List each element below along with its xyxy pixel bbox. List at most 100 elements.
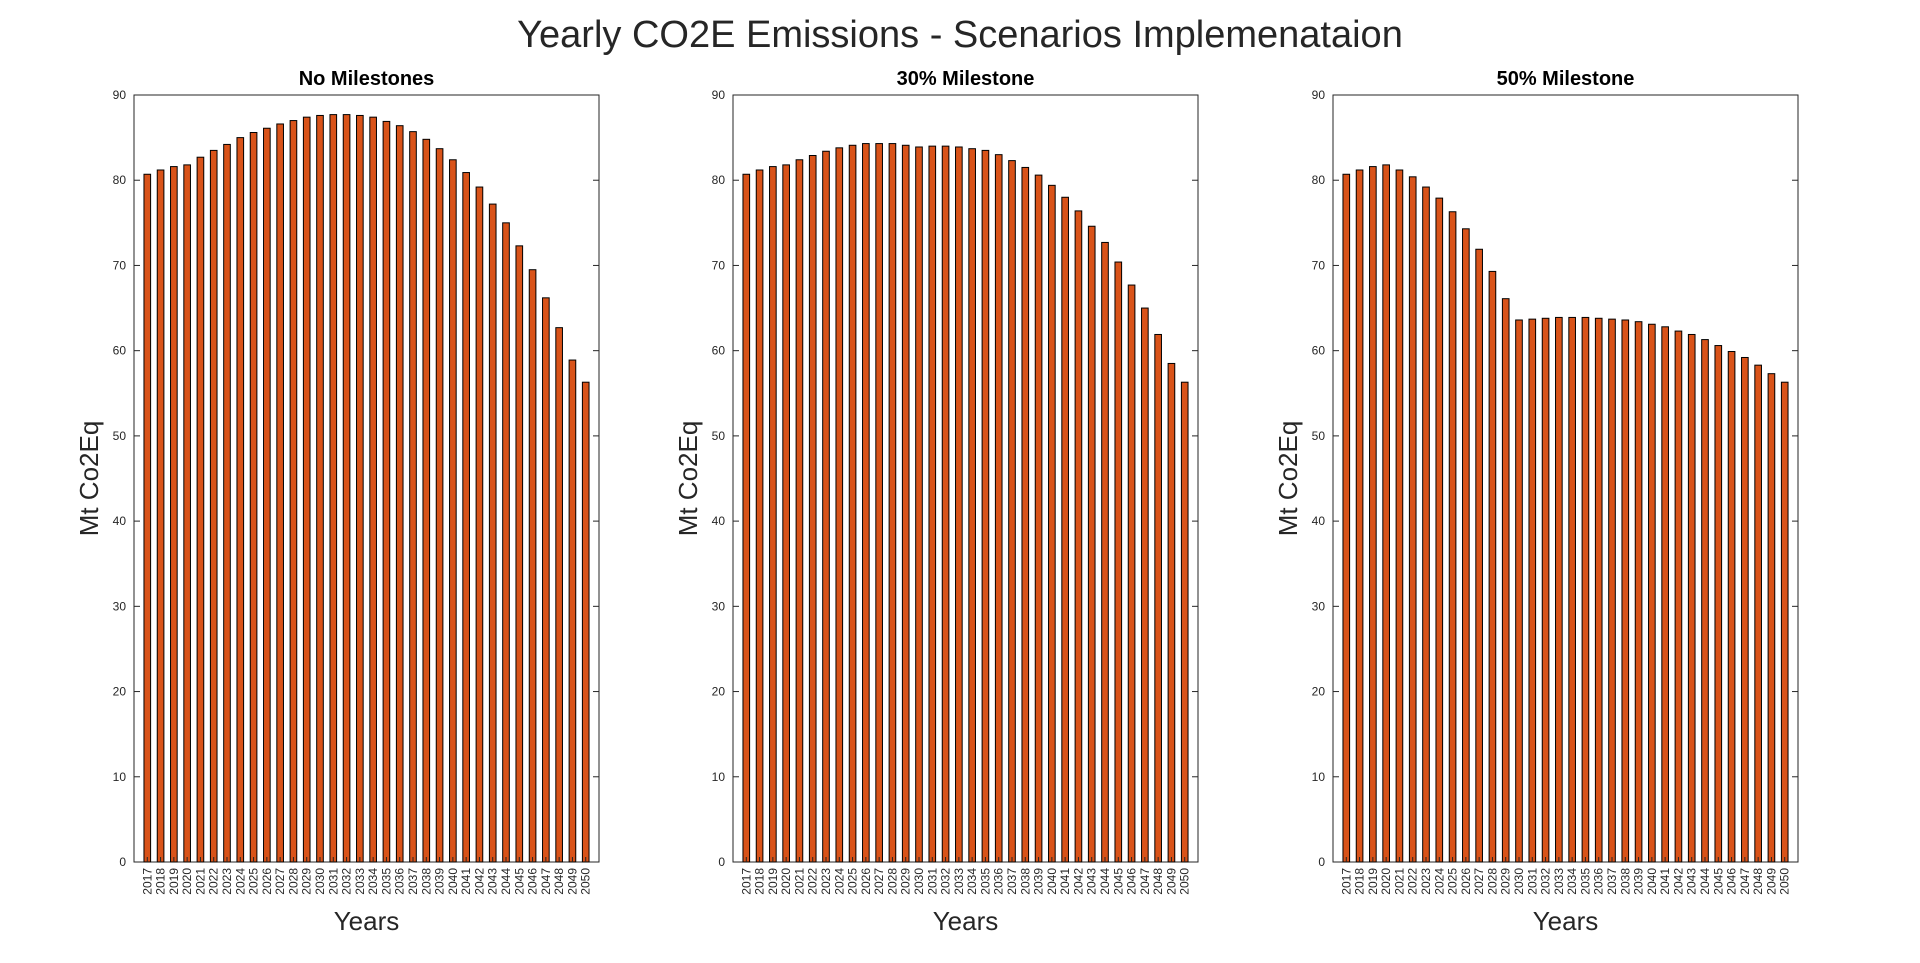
y-tick-label: 20 [1312, 685, 1326, 699]
x-tick-label: 2048 [552, 868, 566, 895]
bar [143, 173, 152, 863]
y-tick-label: 30 [712, 599, 726, 613]
bar [1021, 166, 1030, 863]
x-tick-label: 2018 [753, 868, 767, 895]
x-tick-label: 2047 [539, 868, 553, 895]
x-tick-label: 2024 [1432, 868, 1446, 895]
x-tick-label: 2036 [992, 868, 1006, 895]
x-tick-label: 2039 [1632, 868, 1646, 895]
bar [542, 297, 550, 863]
x-tick-label: 2024 [832, 868, 846, 895]
x-tick-label: 2043 [486, 868, 500, 895]
x-tick-label: 2049 [1164, 868, 1178, 895]
x-tick-label: 2026 [1459, 868, 1473, 895]
panel-title: 50% Milestone [1497, 68, 1635, 90]
bar [1435, 197, 1444, 863]
y-axis-label: Mt Co2Eq [673, 421, 703, 537]
x-tick-label: 2030 [1512, 868, 1526, 895]
bar [528, 269, 537, 863]
y-tick-label: 10 [113, 770, 127, 784]
x-tick-label: 2018 [1353, 868, 1367, 895]
bar [875, 143, 883, 863]
x-tick-label: 2042 [472, 868, 486, 895]
bar [555, 327, 563, 863]
y-tick-label: 0 [718, 855, 725, 869]
x-tick-label: 2046 [1125, 868, 1139, 895]
x-tick-label: 2050 [1778, 868, 1792, 895]
x-tick-label: 2018 [154, 868, 168, 895]
x-tick-label: 2040 [446, 868, 460, 895]
x-tick-label: 2019 [1366, 868, 1380, 895]
y-tick-label: 50 [1312, 429, 1326, 443]
bar [1382, 164, 1390, 863]
bar [422, 138, 431, 863]
bar [223, 143, 231, 863]
x-tick-label: 2023 [220, 868, 234, 895]
bar [209, 149, 218, 863]
x-tick-label: 2041 [459, 868, 473, 895]
bar [289, 120, 298, 863]
bar [329, 114, 338, 863]
x-tick-label: 2033 [952, 868, 966, 895]
x-tick-label: 2047 [1138, 868, 1152, 895]
x-tick-label: 2026 [260, 868, 274, 895]
bar [888, 143, 897, 863]
bar [928, 145, 937, 863]
bar [1048, 184, 1056, 863]
bar [1408, 176, 1417, 863]
bar [1127, 284, 1136, 863]
y-tick-label: 20 [712, 685, 726, 699]
bar [755, 169, 764, 863]
y-tick-label: 60 [1312, 344, 1326, 358]
bar [1422, 186, 1430, 863]
y-tick-label: 70 [712, 258, 726, 272]
bar [276, 123, 284, 863]
x-tick-label: 2026 [859, 868, 873, 895]
x-tick-label: 2022 [207, 868, 221, 895]
bar [1395, 169, 1404, 863]
bar [395, 125, 404, 863]
x-tick-label: 2043 [1085, 868, 1099, 895]
y-tick-label: 30 [1312, 599, 1326, 613]
bar [183, 164, 191, 863]
x-tick-label: 2049 [565, 868, 579, 895]
y-tick-label: 80 [712, 173, 726, 187]
x-tick-label: 2023 [819, 868, 833, 895]
x-tick-label: 2028 [885, 868, 899, 895]
x-tick-label: 2033 [1552, 868, 1566, 895]
x-tick-label: 2040 [1045, 868, 1059, 895]
bar [1154, 333, 1162, 863]
bar [1074, 210, 1083, 863]
bar [568, 359, 577, 863]
bar [915, 146, 923, 863]
bar [369, 116, 377, 863]
bar [263, 127, 271, 863]
y-tick-label: 50 [712, 429, 726, 443]
y-tick-label: 70 [1312, 258, 1326, 272]
bar [1008, 160, 1016, 863]
y-tick-label: 90 [113, 88, 127, 102]
bar [1515, 319, 1523, 863]
x-tick-label: 2031 [925, 868, 939, 895]
bar [981, 149, 990, 863]
x-axis-label: Years [334, 906, 400, 936]
y-tick-label: 10 [712, 770, 726, 784]
x-tick-label: 2033 [353, 868, 367, 895]
bar [302, 116, 311, 863]
x-tick-label: 2022 [806, 868, 820, 895]
bar [1754, 364, 1762, 863]
x-tick-label: 2020 [180, 868, 194, 895]
bar [901, 144, 910, 863]
x-tick-label: 2017 [140, 868, 154, 895]
x-tick-label: 2047 [1738, 868, 1752, 895]
bar [356, 114, 364, 863]
plot-frame [133, 94, 600, 863]
bar [1061, 196, 1069, 863]
x-tick-label: 2031 [326, 868, 340, 895]
x-tick-label: 2035 [978, 868, 992, 895]
bar [475, 186, 484, 863]
bar [1648, 323, 1656, 863]
